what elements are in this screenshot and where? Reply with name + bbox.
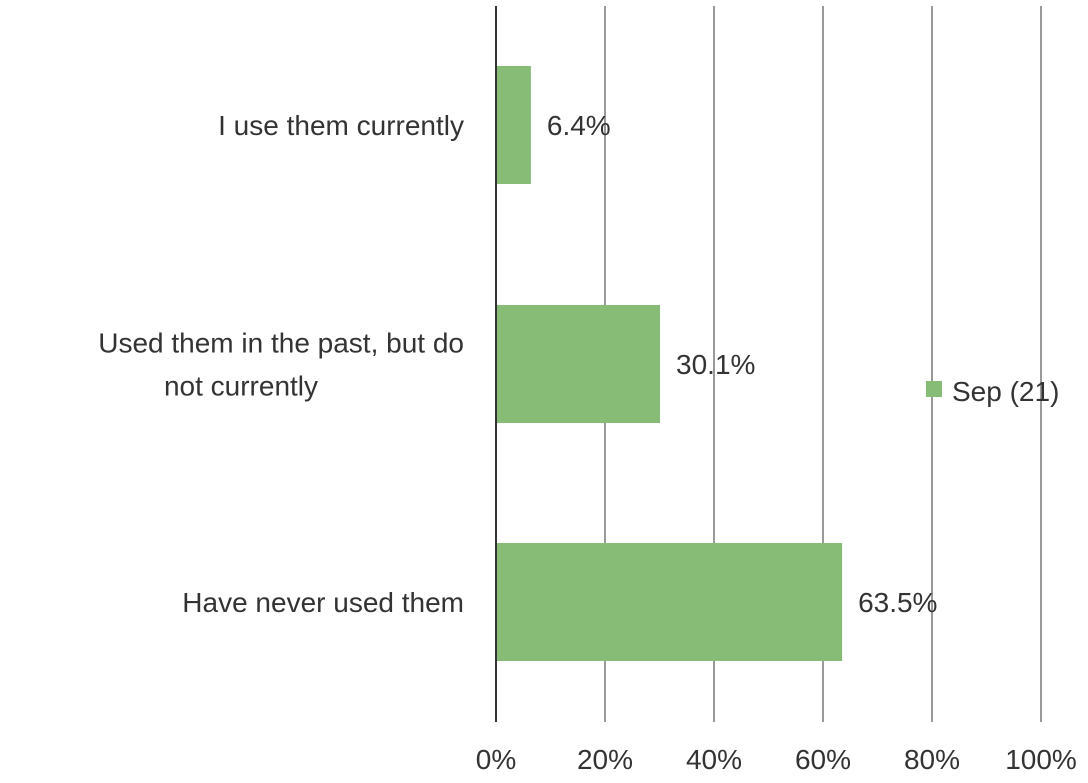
category-label-line: Have never used them — [182, 587, 464, 618]
category-label-line: not currently — [164, 371, 318, 402]
x-tick-label-60: 60% — [795, 744, 851, 775]
x-tick-label-40: 40% — [686, 744, 742, 775]
data-label-2: 63.5% — [858, 587, 937, 618]
legend-swatch — [926, 381, 942, 397]
category-label-1: Used them in the past, but do not current… — [98, 328, 464, 402]
bar-0 — [496, 66, 531, 184]
x-tick-label-0: 0% — [476, 744, 516, 775]
legend-label: Sep (21) — [952, 376, 1059, 407]
bar-1 — [496, 305, 661, 423]
category-label-2: Have never used them — [182, 587, 464, 618]
bar-2 — [496, 543, 843, 661]
x-tick-label-20: 20% — [577, 744, 633, 775]
data-label-0: 6.4% — [547, 110, 611, 141]
category-label-line: I use them currently — [218, 110, 464, 141]
data-label-1: 30.1% — [676, 349, 755, 380]
x-tick-label-100: 100% — [1005, 744, 1077, 775]
x-tick-label-80: 80% — [904, 744, 960, 775]
legend: Sep (21) — [926, 376, 1059, 407]
category-label-line: Used them in the past, but do — [98, 328, 464, 359]
bars — [496, 66, 843, 661]
labels: 6.4% 30.1% 63.5% I use them currently Used t… — [98, 110, 1077, 775]
category-label-0: I use them currently — [218, 110, 464, 141]
